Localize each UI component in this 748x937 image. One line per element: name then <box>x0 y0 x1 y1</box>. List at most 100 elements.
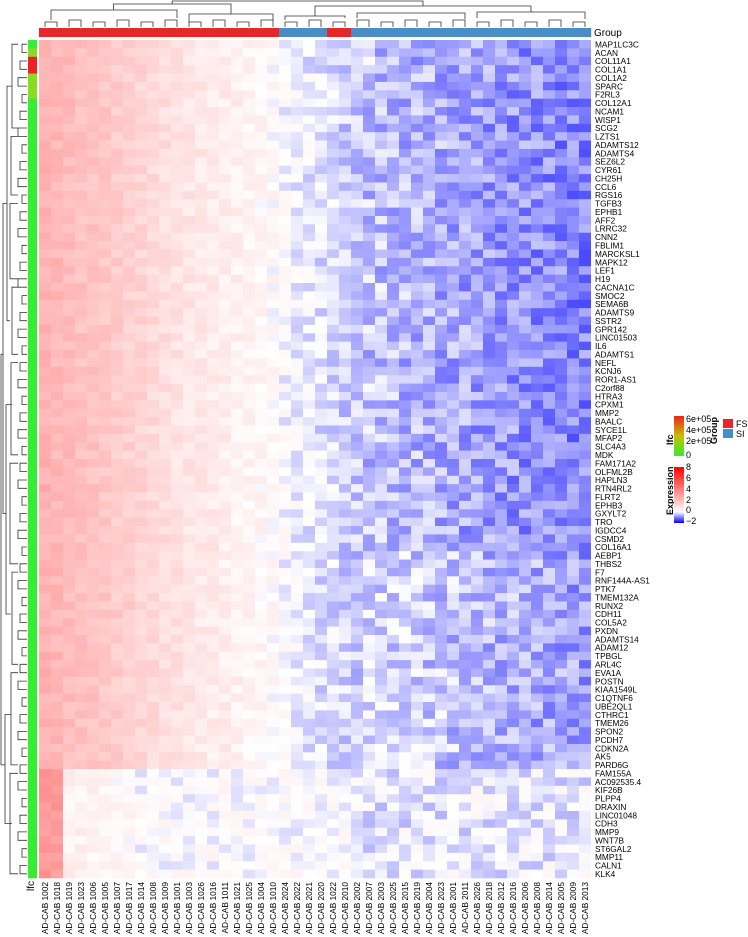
heatmap-cell <box>495 215 507 225</box>
heatmap-cell <box>351 232 363 242</box>
heatmap-cell <box>531 257 543 267</box>
heatmap-cell <box>483 526 495 535</box>
group-annotation-cell <box>87 28 100 37</box>
heatmap-cell <box>471 207 483 217</box>
lfc-annotation-cell <box>28 467 37 477</box>
heatmap-cell <box>303 718 315 728</box>
heatmap-cell <box>399 735 411 745</box>
heatmap-cell <box>39 350 51 359</box>
row-label: IL6 <box>595 341 607 351</box>
heatmap-cell <box>159 735 171 745</box>
column-dendrogram-link <box>476 11 586 19</box>
heatmap-cell <box>375 165 387 175</box>
heatmap-cell <box>555 81 567 91</box>
heatmap-cell <box>183 861 195 870</box>
heatmap-cell <box>399 324 411 334</box>
heatmap-cell <box>471 693 483 703</box>
heatmap-cell <box>519 651 531 661</box>
heatmap-cell <box>339 266 351 275</box>
lfc-annotation-cell <box>28 752 37 761</box>
heatmap-cell <box>447 190 459 200</box>
heatmap-cell <box>63 450 75 460</box>
heatmap-cell <box>435 710 447 720</box>
heatmap-cell <box>567 123 579 133</box>
heatmap-cell <box>447 869 459 879</box>
heatmap-cell <box>423 165 435 175</box>
heatmap-cell <box>159 542 171 552</box>
heatmap-cell <box>279 685 291 694</box>
heatmap-cell <box>555 794 567 803</box>
heatmap-cell <box>399 299 411 309</box>
heatmap-cell <box>75 48 87 58</box>
heatmap-cell <box>195 299 207 309</box>
heatmap-cell <box>327 199 339 208</box>
column-labels: AD-CAB 1002 AD-CAB 1018 AD-CAB 1019 AD-CAB … <box>40 882 590 935</box>
heatmap-cell <box>495 241 507 250</box>
heatmap-cell <box>279 90 291 99</box>
heatmap-cell <box>459 467 471 477</box>
heatmap-cell <box>435 618 447 627</box>
group-annotation-cell <box>315 28 328 37</box>
heatmap-cell <box>135 685 147 694</box>
heatmap-cell <box>135 559 147 569</box>
heatmap-cell <box>171 467 183 477</box>
row-dendrogram-link <box>21 194 27 204</box>
heatmap-cell <box>411 199 423 208</box>
heatmap-cell <box>531 467 543 477</box>
heatmap-cell <box>363 56 375 66</box>
heatmap-cell <box>471 785 483 795</box>
heatmap-cell <box>579 148 591 158</box>
heatmap-cell <box>135 584 147 594</box>
heatmap-cell <box>375 526 387 535</box>
heatmap-cell <box>87 48 99 58</box>
heatmap-cell <box>147 475 159 485</box>
heatmap-cell <box>267 73 279 83</box>
heatmap-cell <box>207 626 219 636</box>
heatmap-cell <box>471 266 483 275</box>
heatmap-cell <box>39 115 51 125</box>
heatmap-cell <box>183 90 195 99</box>
heatmap-cell <box>243 81 255 91</box>
lfc-annotation-cell <box>28 785 37 795</box>
heatmap-cell <box>387 224 399 234</box>
heatmap-cell <box>255 685 267 694</box>
heatmap-cell <box>423 500 435 510</box>
heatmap-cell <box>411 475 423 485</box>
heatmap-cell <box>63 702 75 711</box>
heatmap-cell <box>267 224 279 234</box>
heatmap-cell <box>339 509 351 518</box>
heatmap-cell <box>495 107 507 116</box>
heatmap-cell <box>531 274 543 284</box>
heatmap-cell <box>147 174 159 183</box>
heatmap-cell <box>567 484 579 493</box>
heatmap-cell <box>303 333 315 342</box>
heatmap-cell <box>351 341 363 351</box>
heatmap-cell <box>447 626 459 636</box>
heatmap-cell <box>111 98 123 108</box>
heatmap-cell <box>147 710 159 720</box>
heatmap-cell <box>147 400 159 410</box>
heatmap-cell <box>543 500 555 510</box>
heatmap-cell <box>567 702 579 711</box>
heatmap-cell <box>99 492 111 502</box>
heatmap-cell <box>483 350 495 359</box>
heatmap-cell <box>99 718 111 728</box>
heatmap-cell <box>75 65 87 74</box>
heatmap-cell <box>315 651 327 661</box>
column-label: AD-CAB 1003 <box>184 882 194 934</box>
lfc-annotation-cell <box>28 819 37 829</box>
heatmap-cell <box>39 467 51 477</box>
heatmap-cell <box>495 626 507 636</box>
heatmap-cell <box>363 534 375 544</box>
heatmap-cell <box>99 777 111 787</box>
heatmap-cell <box>579 836 591 845</box>
heatmap-cell <box>159 551 171 560</box>
heatmap-cell <box>531 241 543 250</box>
heatmap-cell <box>327 685 339 694</box>
heatmap-cell <box>63 98 75 108</box>
heatmap-cell <box>423 626 435 636</box>
heatmap-cell <box>291 115 303 125</box>
heatmap-cell <box>39 861 51 870</box>
row-label: BAALC <box>595 416 622 426</box>
heatmap-cell <box>519 567 531 577</box>
